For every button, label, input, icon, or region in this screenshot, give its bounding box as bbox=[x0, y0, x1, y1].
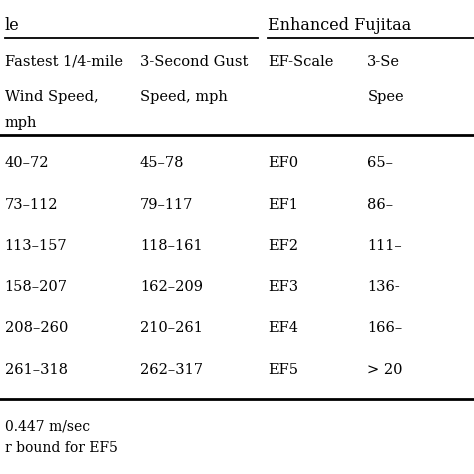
Text: 111–: 111– bbox=[367, 239, 402, 253]
Text: EF0: EF0 bbox=[268, 156, 298, 171]
Text: 79–117: 79–117 bbox=[140, 198, 193, 212]
Text: 136-: 136- bbox=[367, 280, 400, 294]
Text: EF1: EF1 bbox=[268, 198, 298, 212]
Text: 118–161: 118–161 bbox=[140, 239, 202, 253]
Text: 262–317: 262–317 bbox=[140, 363, 203, 377]
Text: 113–157: 113–157 bbox=[5, 239, 67, 253]
Text: 40–72: 40–72 bbox=[5, 156, 49, 171]
Text: 0.447 m/sec: 0.447 m/sec bbox=[5, 419, 90, 433]
Text: EF-Scale: EF-Scale bbox=[268, 55, 333, 69]
Text: 3-Second Gust: 3-Second Gust bbox=[140, 55, 248, 69]
Text: 162–209: 162–209 bbox=[140, 280, 203, 294]
Text: r bound for EF5: r bound for EF5 bbox=[5, 441, 118, 455]
Text: EF2: EF2 bbox=[268, 239, 298, 253]
Text: > 20: > 20 bbox=[367, 363, 403, 377]
Text: 45–78: 45–78 bbox=[140, 156, 184, 171]
Text: 261–318: 261–318 bbox=[5, 363, 68, 377]
Text: 86–: 86– bbox=[367, 198, 393, 212]
Text: mph: mph bbox=[5, 116, 37, 130]
Text: 208–260: 208–260 bbox=[5, 321, 68, 336]
Text: Spee: Spee bbox=[367, 90, 404, 104]
Text: Fastest 1/4-mile: Fastest 1/4-mile bbox=[5, 55, 123, 69]
Text: 65–: 65– bbox=[367, 156, 393, 171]
Text: le: le bbox=[5, 17, 19, 34]
Text: Enhanced Fujitaa: Enhanced Fujitaa bbox=[268, 17, 411, 34]
Text: Speed, mph: Speed, mph bbox=[140, 90, 228, 104]
Text: 73–112: 73–112 bbox=[5, 198, 58, 212]
Text: 158–207: 158–207 bbox=[5, 280, 68, 294]
Text: EF3: EF3 bbox=[268, 280, 298, 294]
Text: Wind Speed,: Wind Speed, bbox=[5, 90, 99, 104]
Text: 3-Se: 3-Se bbox=[367, 55, 401, 69]
Text: 166–: 166– bbox=[367, 321, 402, 336]
Text: EF5: EF5 bbox=[268, 363, 298, 377]
Text: EF4: EF4 bbox=[268, 321, 298, 336]
Text: 210–261: 210–261 bbox=[140, 321, 203, 336]
